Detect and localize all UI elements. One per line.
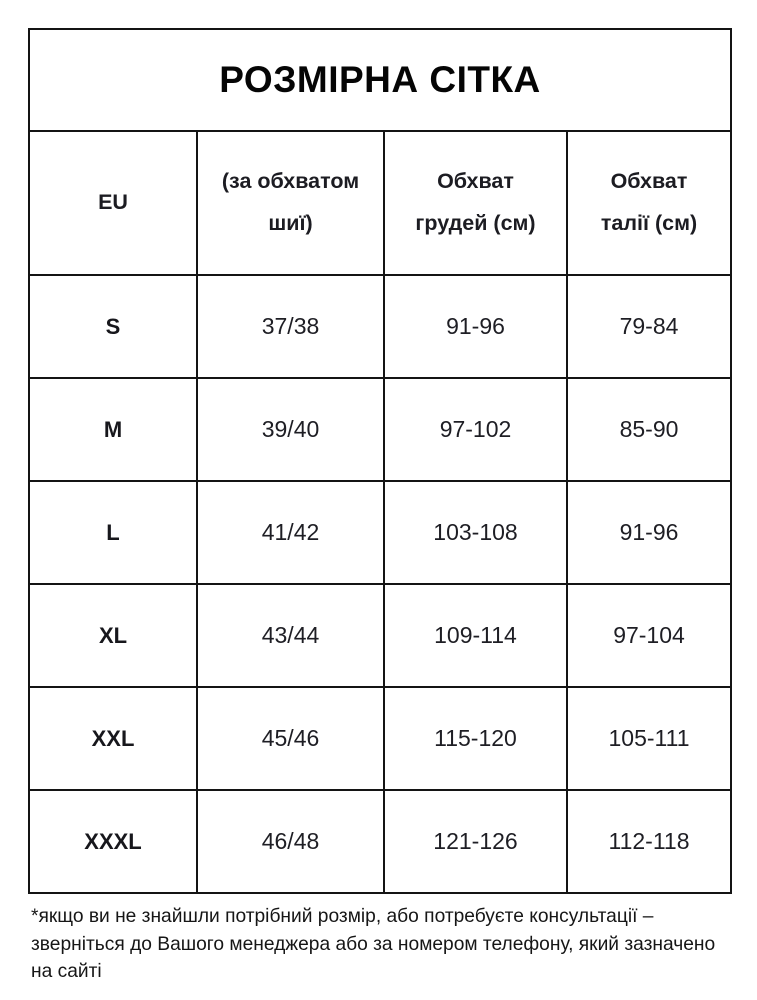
- column-header-chest-line1: Обхват: [437, 169, 514, 194]
- neck-value: 37/38: [261, 313, 320, 339]
- cell-chest: 103-108: [383, 480, 568, 585]
- waist-value: 112-118: [608, 828, 690, 854]
- cell-chest: 109-114: [383, 583, 568, 688]
- waist-value: 91-96: [619, 519, 679, 545]
- footnote-text: *якщо ви не знайшли потрібний розмір, аб…: [31, 906, 721, 982]
- size-label: XL: [98, 622, 128, 648]
- column-header-neck: (за обхватом шиї): [196, 130, 385, 276]
- cell-waist: 91-96: [566, 480, 732, 585]
- page-title: РОЗМІРНА СІТКА: [219, 58, 541, 100]
- cell-neck: 41/42: [196, 480, 385, 585]
- chest-value: 115-120: [434, 725, 517, 751]
- column-header-chest-line2: грудей (см): [415, 211, 536, 235]
- column-header-waist: Обхват талії (см): [566, 130, 732, 276]
- page-title-cell: РОЗМІРНА СІТКА: [28, 28, 732, 132]
- waist-value: 85-90: [619, 416, 679, 442]
- neck-value: 43/44: [261, 622, 320, 648]
- size-label: XXL: [91, 725, 135, 751]
- chest-value: 91-96: [446, 313, 505, 339]
- chest-value: 103-108: [433, 519, 518, 545]
- column-header-eu: EU: [28, 130, 198, 276]
- neck-value: 41/42: [261, 519, 320, 545]
- size-chart-table: РОЗМІРНА СІТКА EU (за обхватом шиї) Обхв…: [28, 28, 732, 894]
- size-label: S: [105, 313, 121, 339]
- cell-neck: 43/44: [196, 583, 385, 688]
- column-header-neck-line2: шиї): [268, 211, 313, 235]
- waist-value: 97-104: [613, 622, 685, 648]
- chest-value: 97-102: [439, 416, 512, 442]
- neck-value: 46/48: [261, 828, 320, 854]
- cell-eu: M: [28, 377, 198, 482]
- chest-value: 121-126: [433, 828, 518, 854]
- cell-eu: L: [28, 480, 198, 585]
- cell-waist: 85-90: [566, 377, 732, 482]
- column-header-waist-line1: Обхват: [610, 169, 688, 194]
- cell-chest: 91-96: [383, 274, 568, 379]
- cell-waist: 97-104: [566, 583, 732, 688]
- table-row: XXXL 46/48 121-126 112-118: [28, 789, 732, 894]
- column-header-eu-label: EU: [98, 190, 128, 215]
- column-header-neck-line1: (за обхватом: [221, 169, 360, 194]
- cell-chest: 121-126: [383, 789, 568, 894]
- cell-waist: 105-111: [566, 686, 732, 791]
- cell-neck: 39/40: [196, 377, 385, 482]
- neck-value: 45/46: [261, 725, 320, 751]
- cell-eu: S: [28, 274, 198, 379]
- column-header-waist-line2: талії (см): [600, 211, 698, 235]
- waist-value: 105-111: [608, 725, 690, 751]
- table-row: M 39/40 97-102 85-90: [28, 377, 732, 482]
- size-label: XXXL: [84, 828, 142, 854]
- neck-value: 39/40: [261, 416, 320, 442]
- waist-value: 79-84: [619, 313, 679, 339]
- table-row: XXL 45/46 115-120 105-111: [28, 686, 732, 791]
- size-label: M: [103, 416, 123, 442]
- table-header-row: EU (за обхватом шиї) Обхват грудей (см) …: [28, 130, 732, 276]
- cell-neck: 46/48: [196, 789, 385, 894]
- cell-neck: 45/46: [196, 686, 385, 791]
- cell-chest: 97-102: [383, 377, 568, 482]
- cell-eu: XXXL: [28, 789, 198, 894]
- cell-waist: 79-84: [566, 274, 732, 379]
- table-row: XL 43/44 109-114 97-104: [28, 583, 732, 688]
- cell-eu: XL: [28, 583, 198, 688]
- size-label: L: [106, 519, 120, 545]
- cell-waist: 112-118: [566, 789, 732, 894]
- title-row: РОЗМІРНА СІТКА: [28, 28, 732, 132]
- cell-eu: XXL: [28, 686, 198, 791]
- cell-neck: 37/38: [196, 274, 385, 379]
- column-header-chest: Обхват грудей (см): [383, 130, 568, 276]
- chest-value: 109-114: [434, 622, 517, 648]
- table-row: S 37/38 91-96 79-84: [28, 274, 732, 379]
- table-row: L 41/42 103-108 91-96: [28, 480, 732, 585]
- cell-chest: 115-120: [383, 686, 568, 791]
